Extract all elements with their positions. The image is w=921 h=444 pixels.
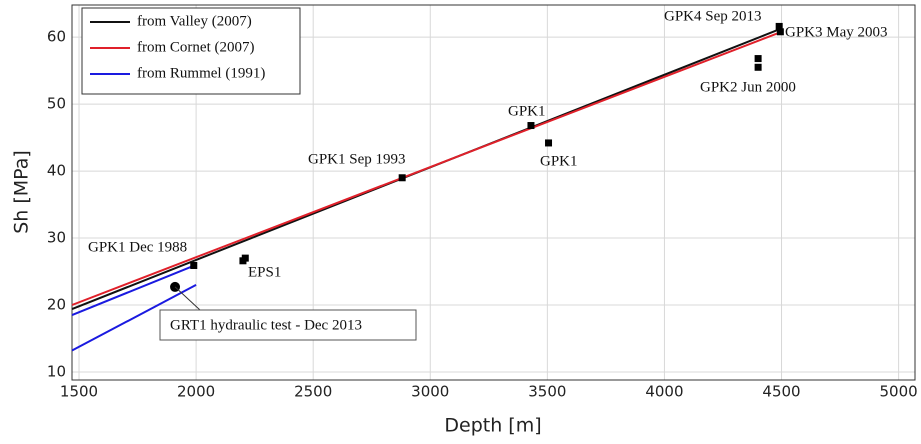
point xyxy=(754,55,762,63)
point xyxy=(754,63,762,71)
y-tick-label: 50 xyxy=(47,95,66,113)
y-tick-label: 60 xyxy=(47,28,66,46)
point xyxy=(190,261,198,269)
point xyxy=(545,139,553,147)
line xyxy=(71,30,782,306)
x-tick-label: 3500 xyxy=(528,383,566,401)
point xyxy=(776,28,784,36)
point xyxy=(241,254,249,262)
point xyxy=(775,22,783,30)
x-tick-label: 1500 xyxy=(60,383,98,401)
point xyxy=(527,122,535,130)
annotation: EPS1 xyxy=(248,264,281,280)
legend-label: from Cornet (2007) xyxy=(137,39,254,55)
leader-line xyxy=(174,286,201,311)
line xyxy=(71,263,197,316)
point xyxy=(398,174,406,182)
y-tick-label: 30 xyxy=(47,229,66,247)
annotation: GPK1 xyxy=(540,153,578,169)
legend-label: from Rummel (1991) xyxy=(137,65,265,81)
x-tick-label: 4500 xyxy=(762,383,800,401)
x-tick-label: 2500 xyxy=(294,383,332,401)
annotation: GPK2 Jun 2000 xyxy=(700,79,796,95)
y-tick-label: 40 xyxy=(47,162,66,180)
line xyxy=(71,284,197,352)
x-tick-label: 3000 xyxy=(411,383,449,401)
y-tick-label: 10 xyxy=(47,362,66,380)
x-tick-label: 2000 xyxy=(177,383,215,401)
legend-label: from Valley (2007) xyxy=(137,13,252,29)
annotation-box xyxy=(159,309,417,341)
annotation: GRT1 hydraulic test - Dec 2013 xyxy=(170,317,362,333)
x-axis-label: Depth [m] xyxy=(444,415,541,437)
annotation: GPK3 May 2003 xyxy=(785,24,888,40)
x-tick-label: 4000 xyxy=(645,383,683,401)
annotation: GPK1 Dec 1988 xyxy=(88,239,187,255)
y-axis-label: Sh [MPa] xyxy=(11,150,33,234)
annotation: GPK4 Sep 2013 xyxy=(664,8,762,24)
annotation: GPK1 Sep 1993 xyxy=(308,151,406,167)
y-tick-label: 20 xyxy=(47,296,66,314)
x-tick-label: 5000 xyxy=(880,383,918,401)
plot-frame xyxy=(71,4,916,381)
annotation: GPK1 xyxy=(508,103,546,119)
